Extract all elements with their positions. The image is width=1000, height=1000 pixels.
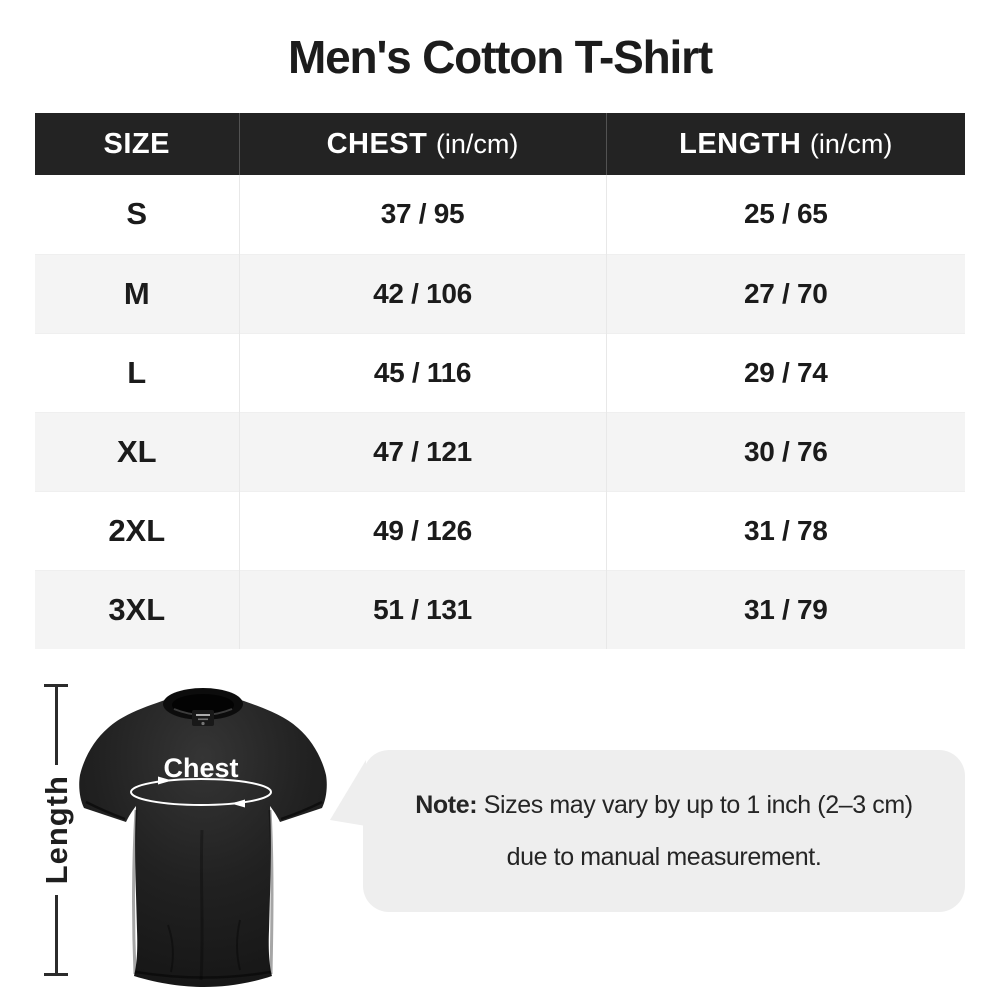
note-text-line1: Note: Sizes may vary by up to 1 inch (2–…: [415, 790, 913, 819]
table-row: 2XL 49 / 126 31 / 78: [35, 490, 965, 570]
chest-value: 45 / 116: [238, 332, 606, 412]
note-text-line2: due to manual measurement.: [506, 842, 822, 871]
sleeve-seam-left: [85, 800, 126, 821]
chest-value: 47 / 121: [238, 411, 606, 491]
chest-unit-label: (in/cm): [435, 128, 519, 159]
table-row: 3XL 51 / 131 31 / 79: [35, 569, 965, 649]
fold-line: [167, 924, 174, 973]
chest-value: 51 / 131: [238, 569, 606, 649]
chest-measure-annotation: Chest: [130, 753, 272, 808]
chest-value: 42 / 106: [238, 253, 606, 333]
tshirt-body: [79, 693, 327, 987]
length-value: 27 / 70: [605, 253, 965, 333]
length-unit-label: (in/cm): [809, 128, 893, 159]
size-value: M: [35, 253, 239, 333]
table-header-row: SIZE CHEST (in/cm) LENGTH (in/cm): [35, 113, 965, 175]
size-value: S: [126, 196, 148, 232]
length-label: Length: [38, 775, 74, 885]
chest-arrow-left-icon: [231, 799, 245, 808]
length-value: 31 / 78: [605, 490, 965, 570]
length-value: 25 / 65: [605, 175, 965, 254]
length-measure-top-cap: [44, 684, 68, 687]
column-header-size: SIZE: [35, 113, 239, 175]
length-measure-line: [54, 687, 58, 766]
table-row: S 37 / 95 25 / 65: [35, 175, 965, 254]
tshirt-illustration: Chest: [79, 688, 327, 987]
center-crease: [199, 829, 204, 981]
sleeve-seam-right: [280, 800, 323, 821]
chest-value: 49 / 126: [238, 490, 606, 570]
side-shadow-left: [132, 809, 138, 975]
side-shadow-right: [268, 809, 274, 975]
table-row: L 45 / 116 29 / 74: [35, 332, 965, 412]
note-label: Note:: [415, 790, 478, 819]
chest-arrow-right-icon: [158, 776, 172, 785]
chest-value: 37 / 95: [238, 175, 606, 254]
chest-measure-ellipse: [130, 778, 272, 806]
size-value: L: [35, 332, 239, 412]
note-bubble-tail: [330, 760, 366, 826]
size-value: XL: [35, 411, 239, 491]
length-measure-bottom-cap: [44, 973, 68, 976]
length-value: 29 / 74: [605, 332, 965, 412]
size-chart-table: SIZE CHEST (in/cm) LENGTH (in/cm) S 37 /…: [35, 113, 965, 649]
fold-line: [236, 919, 241, 971]
size-value: 3XL: [35, 569, 239, 649]
column-header-length: LENGTH (in/cm): [605, 113, 965, 175]
length-value: 31 / 79: [605, 569, 965, 649]
hem-seam: [135, 970, 271, 979]
page-title: Men's Cotton T-Shirt: [288, 31, 713, 83]
length-measure-line: [54, 894, 58, 973]
size-value: 2XL: [35, 490, 239, 570]
tshirt-collar: [163, 688, 243, 726]
table-row: M 42 / 106 27 / 70: [35, 253, 965, 333]
length-measure-indicator: Length: [38, 684, 74, 976]
column-header-chest: CHEST (in/cm): [238, 113, 606, 175]
note-bubble: Note: Sizes may vary by up to 1 inch (2–…: [330, 750, 965, 912]
table-row: XL 47 / 121 30 / 76: [35, 411, 965, 491]
chest-label: Chest: [163, 753, 238, 783]
length-value: 30 / 76: [605, 411, 965, 491]
